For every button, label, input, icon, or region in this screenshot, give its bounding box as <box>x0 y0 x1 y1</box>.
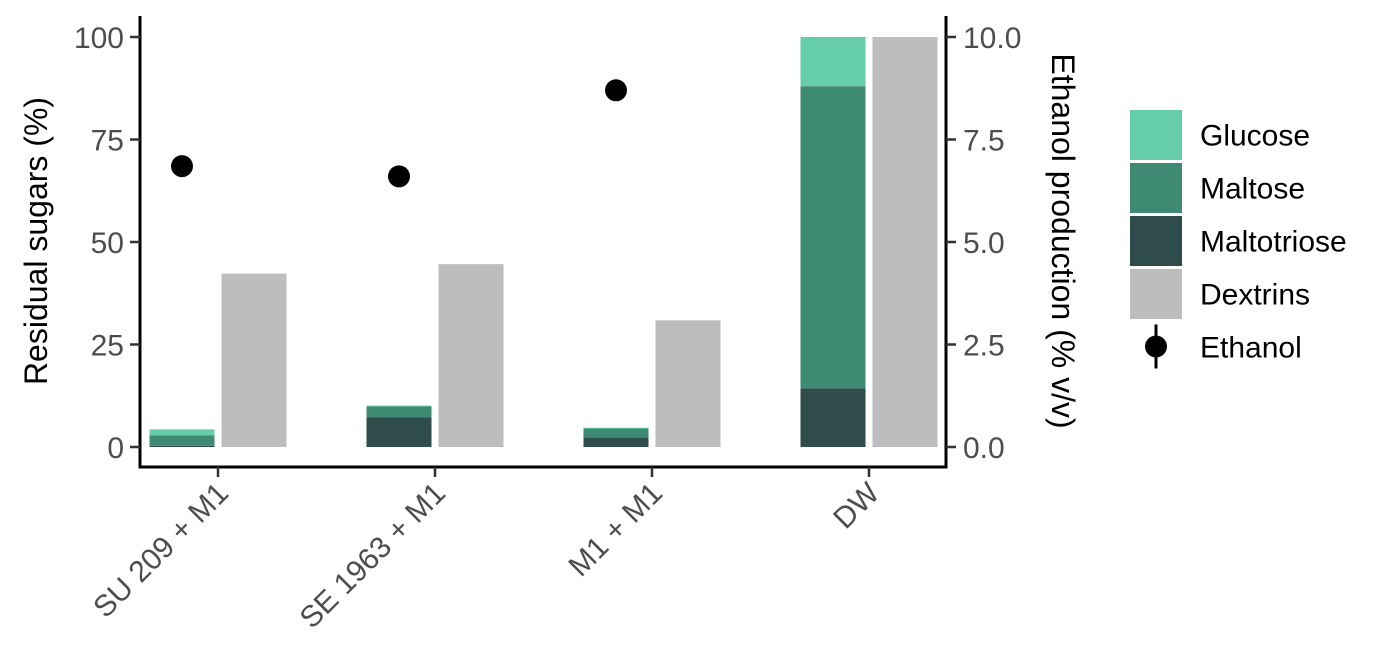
right-y-tick-label-10-0: 10.0 <box>963 22 1021 55</box>
legend-swatch-dextrins <box>1130 269 1182 319</box>
bar-glucose-se-1963-m1 <box>366 405 432 407</box>
bar-maltose-m1-m1 <box>583 428 649 438</box>
legend-label-maltose: Maltose <box>1200 173 1305 206</box>
bar-dextrins-m1-m1 <box>655 320 721 447</box>
legend: Glucose Maltose Maltotriose Dextrins Ethanol <box>1130 110 1347 369</box>
bar-glucose-dw <box>800 37 866 87</box>
legend-label-maltotriose: Maltotriose <box>1200 226 1347 259</box>
x-tick-label-su-209-m1: SU 209 + M1 <box>87 477 235 625</box>
legend-label-glucose: Glucose <box>1200 120 1310 153</box>
left-y-tick-label-25: 25 <box>91 330 124 363</box>
x-tick-label-m1-m1: M1 + M1 <box>562 477 668 583</box>
bar-maltotriose-m1-m1 <box>583 437 649 447</box>
right-y-axis-title: Ethanol production (% v/v) <box>1045 53 1081 428</box>
legend-swatch-maltotriose <box>1130 216 1182 266</box>
bar-maltotriose-dw <box>800 388 866 447</box>
bar-maltotriose-su-209-m1 <box>149 445 215 447</box>
left-y-axis-title: Residual sugars (%) <box>18 97 54 385</box>
left-y-tick-label-100: 100 <box>74 22 124 55</box>
plot-area <box>149 37 938 447</box>
bar-maltose-se-1963-m1 <box>366 406 432 418</box>
legend-swatch-ethanol-point <box>1145 335 1167 358</box>
right-y-tick-label-0-0: 0.0 <box>963 432 1005 465</box>
legend-swatch-glucose <box>1130 110 1182 160</box>
left-y-tick-label-0: 0 <box>107 432 124 465</box>
left-y-tick-label-50: 50 <box>91 227 124 260</box>
x-tick-label-dw: DW <box>827 476 886 535</box>
legend-label-dextrins: Dextrins <box>1200 279 1310 312</box>
point-ethanol-m1-m1 <box>605 79 627 102</box>
bar-dextrins-su-209-m1 <box>221 273 287 447</box>
legend-swatch-maltose <box>1130 163 1182 213</box>
right-y-tick-label-7-5: 7.5 <box>963 125 1005 158</box>
legend-label-ethanol: Ethanol <box>1200 332 1302 365</box>
point-ethanol-su-209-m1 <box>171 155 193 178</box>
left-y-tick-label-75: 75 <box>91 125 124 158</box>
x-tick-label-se-1963-m1: SE 1963 + M1 <box>294 477 452 635</box>
bar-glucose-m1-m1 <box>583 427 649 429</box>
bar-dextrins-dw <box>872 37 938 447</box>
bar-maltotriose-se-1963-m1 <box>366 417 432 447</box>
bar-maltose-dw <box>800 86 866 389</box>
bar-maltose-su-209-m1 <box>149 435 215 446</box>
right-y-tick-label-5-0: 5.0 <box>963 227 1005 260</box>
right-y-tick-label-2-5: 2.5 <box>963 330 1005 363</box>
bar-glucose-su-209-m1 <box>149 429 215 436</box>
point-ethanol-se-1963-m1 <box>388 165 410 188</box>
bar-dextrins-se-1963-m1 <box>438 264 504 447</box>
